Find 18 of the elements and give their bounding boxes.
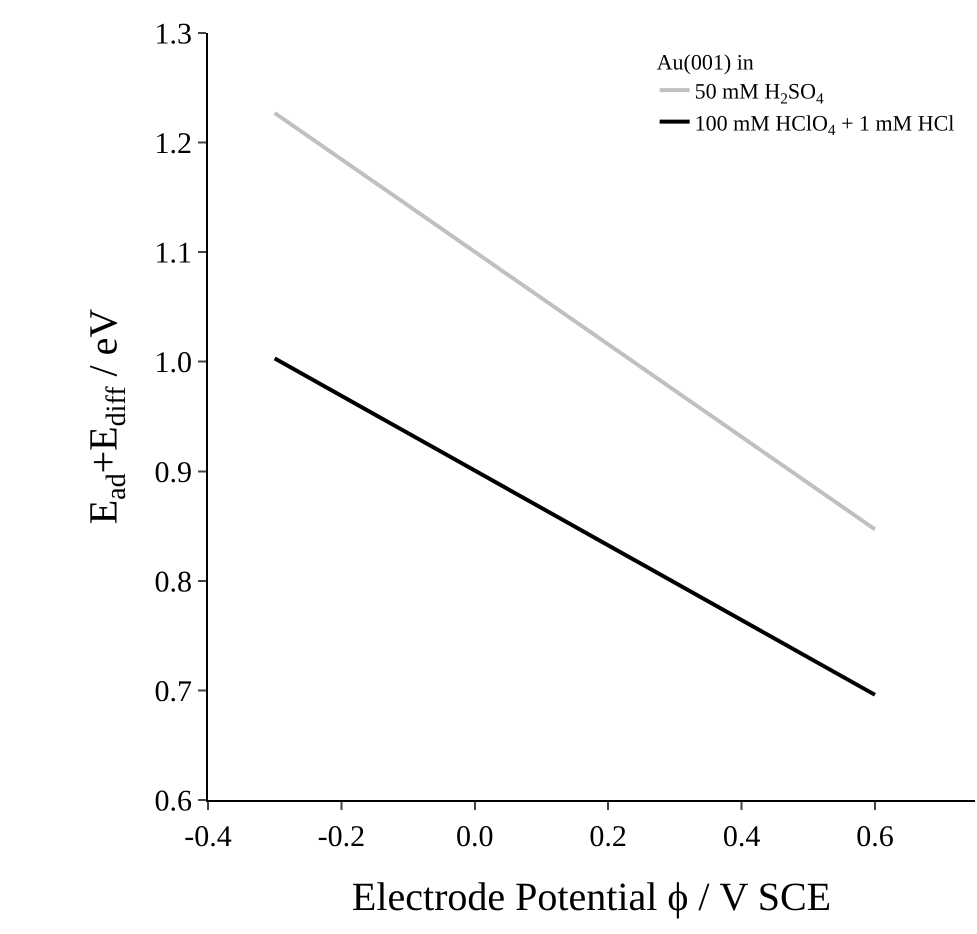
y-tick-label: 0.8 <box>154 565 192 598</box>
y-tick-label: 0.9 <box>154 456 192 489</box>
legend-label: 100 mM HClO$_{4}$ + 1 mM HCl <box>694 110 954 139</box>
x-tick-label: 0.4 <box>722 820 760 853</box>
x-tick-label: 0.0 <box>456 820 494 853</box>
x-tick-label: 0.6 <box>856 820 894 853</box>
legend-label: 50 mM H$_{2}$SO$_{4}$ <box>694 78 824 108</box>
legend-title: Au(001) in <box>656 49 754 74</box>
y-tick-label: 0.7 <box>154 674 192 708</box>
y-tick-label: 1.0 <box>154 346 192 380</box>
y-tick-label: 0.6 <box>154 784 192 818</box>
x-tick-label: -0.2 <box>318 820 366 853</box>
y-tick-label: 1.2 <box>154 127 192 160</box>
x-tick-label: -0.4 <box>184 820 232 853</box>
x-tick-label: 0.2 <box>589 820 627 853</box>
y-tick-label: 1.3 <box>154 18 192 50</box>
y-tick-label: 1.1 <box>154 236 192 270</box>
x-axis-title: Electrode Potential ϕ / V SCE <box>352 874 832 919</box>
